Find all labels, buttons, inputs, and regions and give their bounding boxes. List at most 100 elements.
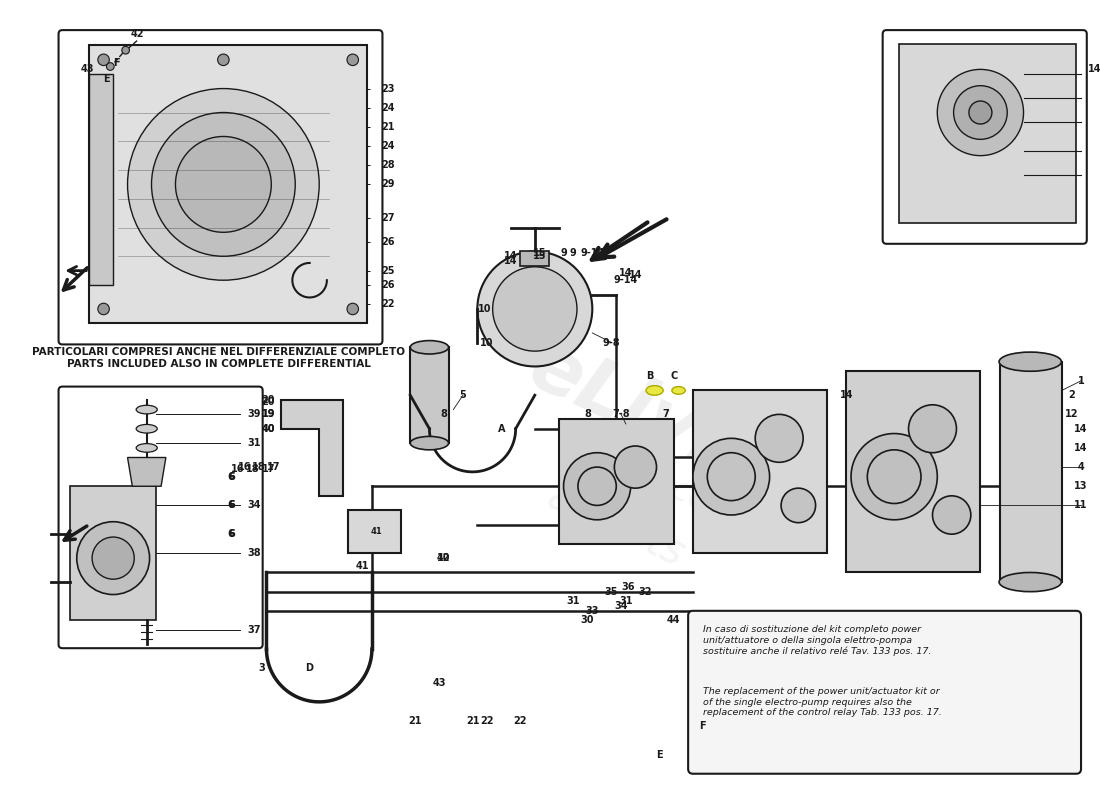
Text: eLivros: eLivros [517, 330, 830, 528]
Text: 6: 6 [228, 529, 235, 539]
Circle shape [756, 414, 803, 462]
Ellipse shape [672, 386, 685, 394]
Ellipse shape [136, 444, 157, 452]
Text: 10: 10 [481, 338, 494, 347]
Text: 24: 24 [382, 141, 395, 151]
Text: 33: 33 [585, 606, 600, 616]
Text: 21: 21 [382, 122, 395, 132]
Text: F: F [112, 58, 120, 68]
Text: 44: 44 [667, 615, 681, 626]
Polygon shape [899, 43, 1076, 222]
Text: PARTICOLARI COMPRESI ANCHE NEL DIFFERENZIALE COMPLETO
PARTS INCLUDED ALSO IN COM: PARTICOLARI COMPRESI ANCHE NEL DIFFERENZ… [32, 347, 405, 369]
Circle shape [578, 467, 616, 506]
Text: 8: 8 [584, 410, 591, 419]
Circle shape [122, 46, 130, 54]
Text: 6: 6 [228, 472, 235, 482]
Circle shape [128, 89, 319, 280]
Text: 7-8: 7-8 [613, 410, 630, 419]
Circle shape [933, 496, 971, 534]
Text: 31: 31 [248, 438, 261, 448]
FancyBboxPatch shape [882, 30, 1087, 244]
Circle shape [346, 54, 359, 66]
Circle shape [615, 446, 657, 488]
Text: 6: 6 [228, 501, 234, 510]
Polygon shape [559, 419, 674, 544]
FancyBboxPatch shape [58, 30, 383, 345]
Circle shape [693, 438, 770, 515]
Polygon shape [846, 371, 980, 573]
Circle shape [98, 54, 109, 66]
Ellipse shape [136, 425, 157, 433]
Text: 5: 5 [460, 390, 466, 400]
Text: 14: 14 [504, 251, 518, 262]
Text: 31: 31 [566, 596, 580, 606]
Polygon shape [348, 510, 400, 554]
Text: 14: 14 [629, 270, 642, 281]
Text: 21: 21 [408, 716, 421, 726]
Text: 19: 19 [262, 410, 275, 419]
Text: since 1965: since 1965 [623, 452, 802, 559]
Circle shape [909, 405, 957, 453]
Circle shape [563, 453, 630, 520]
Circle shape [477, 251, 592, 366]
Text: 29: 29 [382, 179, 395, 190]
Text: 22: 22 [514, 716, 527, 726]
Circle shape [152, 113, 295, 256]
Text: 20: 20 [262, 397, 275, 407]
Text: 9-8: 9-8 [603, 338, 620, 347]
Text: 21: 21 [465, 716, 480, 726]
Circle shape [867, 450, 921, 503]
Text: 16: 16 [231, 464, 244, 474]
Circle shape [218, 54, 229, 66]
Circle shape [969, 101, 992, 124]
Text: 20: 20 [262, 395, 275, 405]
Text: 30: 30 [581, 615, 594, 626]
Text: 43: 43 [80, 64, 94, 74]
Ellipse shape [410, 341, 449, 354]
Text: 8: 8 [440, 410, 448, 419]
Text: 14: 14 [504, 256, 518, 266]
Text: 9-14: 9-14 [614, 275, 638, 286]
Text: 22: 22 [481, 716, 494, 726]
Text: 28: 28 [382, 160, 395, 170]
Text: 37: 37 [248, 625, 261, 635]
Text: 42: 42 [437, 553, 451, 563]
Circle shape [954, 86, 1008, 139]
Text: E: E [103, 74, 110, 84]
Circle shape [781, 488, 815, 522]
Text: 16: 16 [238, 462, 251, 472]
Text: In caso di sostituzione del kit completo power
unit/attuatore o della singola el: In caso di sostituzione del kit completo… [703, 625, 931, 655]
Text: 1: 1 [1078, 376, 1085, 386]
Text: 10: 10 [437, 553, 451, 563]
Text: 6: 6 [228, 472, 234, 482]
Text: 23: 23 [382, 83, 395, 94]
Text: 41: 41 [371, 526, 383, 536]
Polygon shape [693, 390, 827, 554]
Text: 9: 9 [560, 248, 566, 258]
Text: 35: 35 [605, 586, 618, 597]
Ellipse shape [999, 352, 1062, 371]
Text: 4: 4 [1078, 462, 1085, 472]
Polygon shape [70, 486, 156, 621]
Text: 2: 2 [1068, 390, 1075, 400]
FancyBboxPatch shape [689, 611, 1081, 774]
Text: 19: 19 [262, 410, 275, 419]
Text: 6: 6 [228, 501, 235, 510]
Text: 27: 27 [382, 213, 395, 223]
Text: 36: 36 [621, 582, 635, 592]
Polygon shape [410, 347, 449, 443]
Text: 12: 12 [1065, 410, 1078, 419]
Text: 38: 38 [248, 548, 261, 558]
Text: 42: 42 [131, 29, 144, 39]
Text: 34: 34 [614, 601, 628, 611]
Polygon shape [89, 74, 113, 285]
Text: 34: 34 [248, 501, 261, 510]
Text: 40: 40 [262, 424, 275, 434]
Text: C: C [670, 371, 678, 381]
Polygon shape [128, 458, 166, 486]
Text: 18: 18 [246, 464, 260, 474]
Text: 39: 39 [248, 410, 261, 419]
Text: 26: 26 [382, 280, 395, 290]
Polygon shape [520, 251, 549, 266]
Text: 11: 11 [1075, 501, 1088, 510]
